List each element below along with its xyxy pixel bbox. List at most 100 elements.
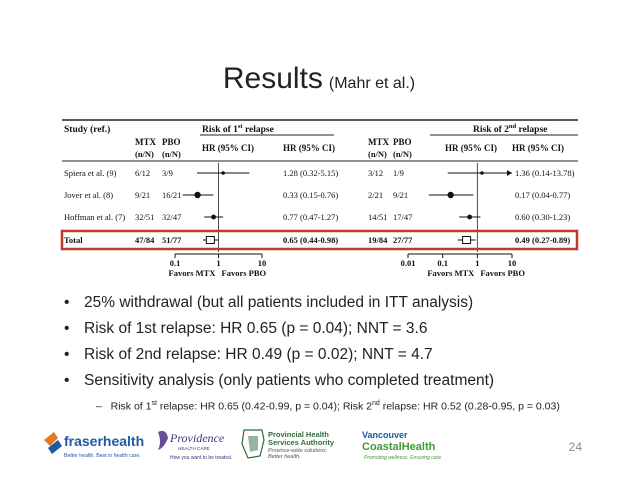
title-text: Results [222, 62, 323, 95]
phsa-line1: Provincial Health [268, 430, 329, 439]
panel1-favors-left: Favors MTX [169, 268, 217, 278]
panel1-pbo-total: 51/77 [162, 235, 182, 245]
panel1-tick-label-2: 1 [216, 258, 220, 268]
panel1-pbo-2: 16/21 [162, 190, 181, 200]
panel1-hr-2: 0.33 (0.15-0.76) [283, 190, 338, 200]
panel1-tick-label-3: 10 [258, 258, 267, 268]
panel2-heading-suffix: relapse [516, 125, 547, 135]
sub-bullet-sup2: nd [372, 400, 380, 407]
fraser-health-tagline: Better health. Best in health care. [64, 453, 141, 459]
panel2-heading-sup: nd [509, 123, 517, 130]
phsa-line2: Services Authority [268, 438, 335, 447]
panel1-mtx-3: 32/51 [135, 212, 154, 222]
panel1-pbo-3: 32/47 [162, 212, 181, 222]
fraser-health-name: fraserhealth [64, 433, 144, 449]
panel2-pbo-total: 27/77 [393, 235, 413, 245]
phsa-line3: Province-wide solutions. [268, 448, 327, 454]
vch-line2: CoastalHealth [362, 441, 436, 453]
panel2-header-pbo: PBO [393, 137, 412, 147]
panel1-heading-suffix: relapse [243, 125, 274, 135]
fraser-health-mark-icon [44, 432, 58, 446]
panel1-point-2 [194, 191, 201, 199]
title-reference: (Mahr et al.) [328, 75, 416, 92]
providence-mark-icon [158, 430, 168, 450]
panel2-mtx-3: 14/51 [368, 212, 387, 222]
panel1-point-3 [211, 214, 216, 220]
panel1-header-hr: HR (95% CI) [283, 143, 335, 153]
panel2-hr-3: 0.60 (0.30-1.23) [515, 212, 570, 222]
bullet-sensitivity: Sensitivity analysis (only patients who … [62, 368, 622, 394]
panel2-point-total [462, 236, 472, 244]
panel2-header-mtx-n: (n/N) [368, 149, 387, 159]
study-label-1: Spiera et al. (9) [64, 168, 117, 178]
providence-subname: HEALTH CARE [178, 446, 210, 451]
sub-bullet-part3: relapse: HR 0.52 (0.28-0.95, p = 0.03) [379, 400, 560, 413]
bullet-list: 25% withdrawal (but all patients include… [62, 290, 622, 394]
panel1-mtx-1: 6/12 [135, 168, 150, 178]
panel2-point-2 [447, 191, 454, 199]
panel1-hr-total: 0.65 (0.44-0.98) [283, 235, 338, 245]
bullet-withdrawal: 25% withdrawal (but all patients include… [62, 290, 622, 316]
panel1-mtx-total: 47/84 [135, 235, 155, 245]
bullet-second-relapse: Risk of 2nd relapse: HR 0.49 (p = 0.02);… [62, 342, 622, 368]
panel2-pbo-2: 9/21 [393, 190, 408, 200]
panel2-header-hr: HR (95% CI) [512, 143, 564, 153]
panel2-tick-label-3: 1 [475, 258, 479, 268]
panel1-header-pbo-n: (n/N) [162, 149, 181, 159]
vch-line1: Vancouver [362, 430, 408, 440]
bullet-first-relapse: Risk of 1st relapse: HR 0.65 (p = 0.04);… [62, 316, 622, 342]
panel1-heading-sup: st [238, 123, 244, 130]
page-number: 24 [568, 440, 582, 454]
slide-title: Results (Mahr et al.) [0, 62, 638, 96]
phsa-logo: Provincial Health Services Authority Pro… [241, 429, 335, 460]
vch-tagline: Promoting wellness. Ensuring care. [364, 455, 442, 461]
panel2-mtx-2: 2/21 [368, 190, 383, 200]
providence-name: Providence [169, 431, 225, 445]
phsa-line4: Better health. [268, 454, 301, 460]
forest-rows: Spiera et al. (9) 6/12 3/9 1.28 (0.32-5.15)… [64, 163, 575, 252]
panel1-header-mtx-n: (n/N) [135, 149, 154, 159]
panel2-heading-prefix: Risk of 2 [473, 125, 509, 135]
panel1-heading: Risk of 1st relapse [202, 123, 274, 135]
panel2-hr-total: 0.49 (0.27-0.89) [515, 235, 570, 245]
panel2-tick-label-1: 0.01 [401, 258, 416, 268]
panel2-point-3 [467, 214, 473, 220]
panel2-header-pbo-n: (n/N) [393, 149, 412, 159]
sub-bullet-part1: Risk of 1 [110, 400, 152, 413]
total-row-highlight [60, 229, 579, 251]
providence-logo: Providence HEALTH CARE How you want to b… [158, 430, 232, 461]
forest-plot: Study (ref.) Risk of 1st relapse MTX PBO… [60, 119, 579, 278]
panel1-header-pbo: PBO [162, 137, 181, 147]
panel1-point-1 [221, 171, 225, 175]
panel2-point-1 [480, 171, 484, 175]
panel2-heading: Risk of 2nd relapse [473, 123, 547, 135]
panel1-tick-label-1: 0.1 [170, 258, 181, 268]
panel2-hr-1: 1.36 (0.14-13.78) [515, 168, 575, 178]
panel1-hr-1: 1.28 (0.32-5.15) [283, 168, 338, 178]
panel2-tick-label-4: 10 [508, 258, 517, 268]
vch-logo: Vancouver CoastalHealth Promoting wellne… [362, 430, 442, 461]
sub-bullet-part2: relapse: HR 0.65 (0.42-0.99, p = 0.04); … [156, 400, 372, 413]
panel2-mtx-1: 3/12 [368, 168, 383, 178]
panel1-header-hr-left: HR (95% CI) [202, 143, 254, 153]
panel2-ci-arrow-1 [507, 170, 512, 176]
panel1-heading-prefix: Risk of 1 [202, 125, 238, 135]
panel1-pbo-1: 3/9 [162, 168, 173, 178]
sub-bullet-sensitivity: – Risk of 1st relapse: HR 0.65 (0.42-0.9… [96, 400, 560, 413]
header-study: Study (ref.) [64, 124, 110, 135]
panel2-pbo-1: 1/9 [393, 168, 404, 178]
study-label-3: Hoffman et al. (7) [64, 212, 125, 222]
providence-tagline: How you want to be treated. [170, 455, 232, 461]
fraser-health-logo: fraserhealth Better health. Best in heal… [44, 432, 144, 459]
panel2-tick-label-2: 0.1 [437, 258, 448, 268]
panel1-mtx-2: 9/21 [135, 190, 150, 200]
panel2-pbo-3: 17/47 [393, 212, 412, 222]
panel1-hr-3: 0.77 (0.47-1.27) [283, 212, 338, 222]
sub-bullet-sup1: st [151, 400, 157, 407]
panel2-favors-right: Favors PBO [480, 268, 525, 278]
sub-bullet-dash: – [96, 400, 102, 413]
study-label-total: Total [64, 235, 83, 245]
panel2-mtx-total: 19/84 [368, 235, 388, 245]
panel2-header-hr-left: HR (95% CI) [445, 143, 497, 153]
